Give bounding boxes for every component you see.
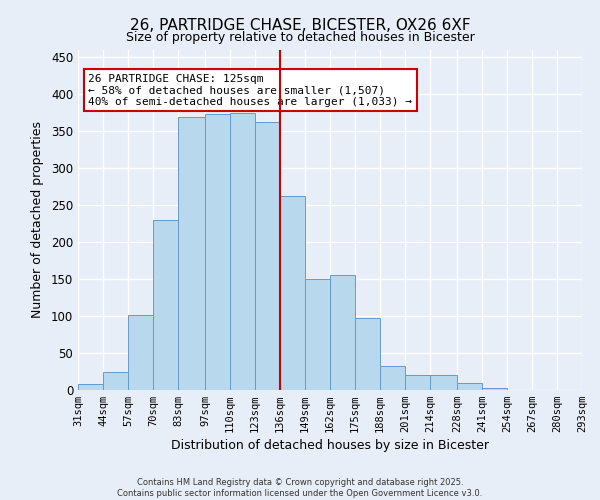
Text: Contains HM Land Registry data © Crown copyright and database right 2025.
Contai: Contains HM Land Registry data © Crown c…	[118, 478, 482, 498]
Bar	[457, 382, 482, 390]
X-axis label: Distribution of detached houses by size in Bicester: Distribution of detached houses by size …	[171, 440, 489, 452]
Bar	[153, 220, 178, 390]
Bar	[255, 122, 280, 390]
Bar	[482, 388, 507, 390]
Text: Size of property relative to detached houses in Bicester: Size of property relative to detached ho…	[125, 31, 475, 44]
Bar	[103, 372, 128, 390]
Bar	[330, 276, 355, 390]
Bar	[380, 366, 405, 390]
Bar	[305, 279, 330, 390]
Text: 26, PARTRIDGE CHASE, BICESTER, OX26 6XF: 26, PARTRIDGE CHASE, BICESTER, OX26 6XF	[130, 18, 470, 32]
Bar	[280, 196, 305, 390]
Bar	[430, 375, 457, 390]
Bar	[355, 318, 380, 390]
Text: 26 PARTRIDGE CHASE: 125sqm
← 58% of detached houses are smaller (1,507)
40% of s: 26 PARTRIDGE CHASE: 125sqm ← 58% of deta…	[88, 74, 412, 107]
Y-axis label: Number of detached properties: Number of detached properties	[31, 122, 44, 318]
Bar	[205, 114, 230, 390]
Bar	[78, 384, 103, 390]
Bar	[230, 113, 255, 390]
Bar	[405, 375, 430, 390]
Bar	[178, 116, 205, 390]
Bar	[128, 314, 153, 390]
